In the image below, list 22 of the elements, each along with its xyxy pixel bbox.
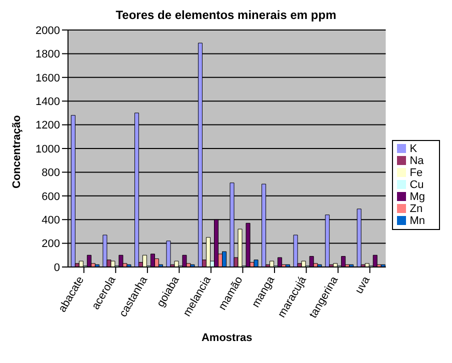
x-tick-label: uva [353, 274, 373, 296]
y-tick-label: 0 [54, 262, 60, 274]
legend-label: Na [410, 154, 424, 166]
y-tick-label: 1200 [36, 120, 60, 132]
y-tick-label: 600 [42, 190, 60, 203]
chart-title: Teores de elementos minerais em ppm [114, 8, 338, 22]
legend-label: Mg [410, 190, 425, 202]
legend-label: Cu [410, 178, 424, 190]
y-tick-label: 400 [42, 214, 60, 227]
x-axis-title: Amostras [201, 332, 252, 344]
y-tick-label: 1600 [36, 72, 60, 84]
y-tick-label: 200 [42, 238, 60, 250]
legend-label: Mn [410, 214, 425, 226]
legend-label: Fe [410, 166, 423, 178]
legend-label: Zn [410, 202, 423, 214]
y-tick-label: 1400 [36, 96, 60, 108]
y-tick-label: 2000 [36, 24, 60, 37]
y-axis-title: Concentração [10, 114, 23, 188]
legend-label: K [410, 142, 418, 154]
y-tick-label: 1800 [36, 48, 60, 61]
y-tick-label: 1000 [36, 143, 60, 156]
y-tick-label: 800 [42, 167, 60, 180]
